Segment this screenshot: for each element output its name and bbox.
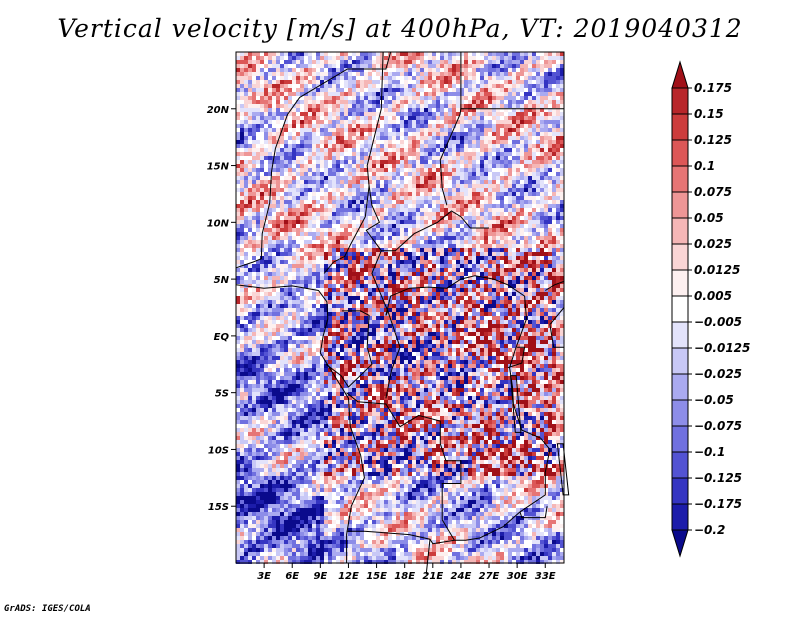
colorbar-segment bbox=[671, 373, 689, 401]
border-line bbox=[549, 307, 565, 348]
border-line bbox=[519, 506, 548, 519]
colorbar-segment bbox=[671, 243, 689, 271]
colorbar-label: 0.15 bbox=[694, 107, 724, 121]
y-tick-label: EQ bbox=[214, 332, 230, 343]
colorbar-label: 0.05 bbox=[694, 211, 724, 225]
border-line bbox=[235, 51, 392, 269]
border-line bbox=[325, 310, 373, 388]
colorbar-segment bbox=[671, 295, 689, 323]
colorbar-segment bbox=[671, 399, 689, 427]
colorbar-label: −0.175 bbox=[694, 497, 742, 511]
colorbar-segment bbox=[671, 503, 689, 531]
border-line bbox=[365, 185, 389, 316]
y-tick-label: 5S bbox=[215, 389, 229, 400]
colorbar-segment bbox=[671, 425, 689, 453]
x-tick-label: 12E bbox=[338, 571, 359, 582]
border-line bbox=[366, 51, 384, 187]
x-tick-label: 15E bbox=[366, 571, 387, 582]
border-line bbox=[507, 346, 526, 369]
x-tick-label: 9E bbox=[313, 571, 327, 582]
x-tick-label: 6E bbox=[285, 571, 299, 582]
lake-outline bbox=[510, 375, 522, 433]
border-line bbox=[346, 275, 551, 545]
colorbar-label: 0.125 bbox=[694, 133, 732, 147]
x-tick-label: 18E bbox=[394, 571, 415, 582]
y-tick-label: 10S bbox=[208, 445, 229, 456]
x-axis: 3E 6E 9E 12E 15E 18E 21E 24E 27E 30E 33E bbox=[257, 563, 556, 582]
colorbar-label: −0.125 bbox=[694, 471, 742, 485]
y-axis: 20N 15N 10N 5N EQ 5S 10S 15S bbox=[207, 105, 236, 513]
border-line bbox=[381, 210, 489, 252]
y-tick-label: 15N bbox=[207, 162, 230, 173]
colorbar-segment bbox=[671, 269, 689, 297]
colorbar-segment bbox=[671, 113, 689, 141]
y-tick-label: 10N bbox=[207, 218, 230, 229]
border-line bbox=[385, 310, 401, 399]
colorbar-segment bbox=[671, 217, 689, 245]
colorbar-label: −0.05 bbox=[694, 393, 734, 407]
border-line bbox=[323, 185, 370, 274]
grads-credit: GrADS: IGES/COLA bbox=[4, 604, 91, 614]
y-tick-label: 5N bbox=[214, 275, 230, 286]
x-tick-label: 21E bbox=[422, 571, 443, 582]
lake-outline bbox=[556, 443, 570, 496]
x-tick-label: 33E bbox=[535, 571, 556, 582]
colorbar-label: −0.2 bbox=[694, 523, 725, 537]
colorbar-segment bbox=[671, 347, 689, 375]
border-line bbox=[346, 392, 462, 520]
country-borders bbox=[235, 51, 570, 575]
colorbar-segment bbox=[671, 529, 689, 558]
colorbar-segment bbox=[671, 321, 689, 349]
x-tick-label: 3E bbox=[257, 571, 271, 582]
colorbar-label: −0.075 bbox=[694, 419, 742, 433]
colorbar-segment bbox=[671, 451, 689, 479]
map-frame bbox=[235, 51, 565, 564]
colorbar-segment bbox=[671, 87, 689, 115]
border-line bbox=[439, 52, 462, 206]
colorbar-label: 0.175 bbox=[694, 81, 732, 95]
colorbar-segment bbox=[671, 477, 689, 505]
colorbar-segment bbox=[671, 191, 689, 219]
colorbar-label: 0.1 bbox=[694, 159, 715, 173]
x-tick-label: 27E bbox=[479, 571, 500, 582]
velocity-field bbox=[236, 52, 564, 564]
y-tick-label: 20N bbox=[207, 105, 230, 116]
colorbar-label: −0.1 bbox=[694, 445, 725, 459]
border-line bbox=[425, 539, 431, 575]
colorbar-segment bbox=[671, 165, 689, 193]
colorbar-label: 0.005 bbox=[694, 289, 732, 303]
colorbar-segment bbox=[671, 139, 689, 167]
colorbar: 0.175 0.15 0.125 0.1 0.075 0.05 0.025 0.0125 0.0… bbox=[671, 60, 750, 558]
x-tick-label: 24E bbox=[451, 571, 472, 582]
x-tick-label: 30E bbox=[507, 571, 528, 582]
border-line bbox=[235, 284, 365, 563]
colorbar-segment bbox=[671, 60, 689, 89]
colorbar-label: 0.025 bbox=[694, 237, 732, 251]
colorbar-label: −0.0125 bbox=[694, 341, 750, 355]
border-line bbox=[441, 519, 455, 541]
colorbar-label: 0.075 bbox=[694, 185, 732, 199]
colorbar-label: −0.005 bbox=[694, 315, 742, 329]
colorbar-label: 0.0125 bbox=[694, 263, 740, 277]
y-tick-label: 15S bbox=[208, 502, 229, 513]
colorbar-label: −0.025 bbox=[694, 367, 742, 381]
chart-title: Vertical velocity [m/s] at 400hPa, VT: 2… bbox=[57, 14, 743, 43]
border-line bbox=[545, 280, 565, 291]
